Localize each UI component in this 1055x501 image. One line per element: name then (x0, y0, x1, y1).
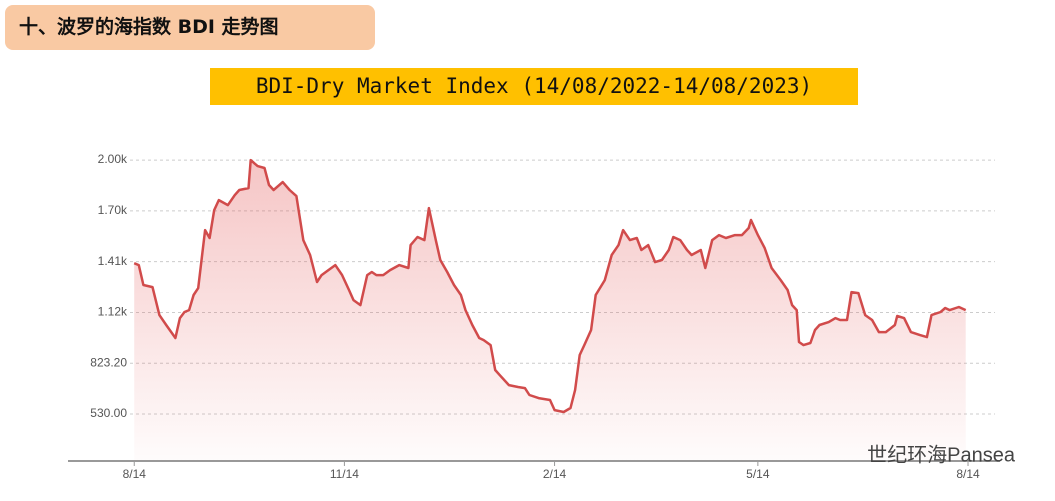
y-tick-label: 530.00 (90, 406, 127, 420)
y-tick-label: 2.00k (98, 152, 128, 166)
y-tick-label: 823.20 (90, 355, 127, 369)
x-tick-label: 5/14 (746, 467, 770, 481)
x-tick-label: 8/14 (956, 467, 980, 481)
y-tick-label: 1.70k (98, 203, 128, 217)
line (133, 158, 967, 414)
header-title: 十、波罗的海指数 BDI 走势图 (5, 5, 375, 50)
x-tick-label: 8/14 (123, 467, 147, 481)
area-fill (134, 160, 966, 461)
x-tick-label: 11/14 (330, 467, 359, 481)
chart-title: BDI-Dry Market Index (14/08/2022-14/08/2… (210, 68, 858, 105)
watermark: 世纪环海Pansea (867, 443, 1016, 466)
y-tick-label: 1.41k (98, 254, 128, 268)
y-tick-label: 1.12k (98, 305, 128, 319)
x-tick-label: 2/14 (543, 467, 567, 481)
